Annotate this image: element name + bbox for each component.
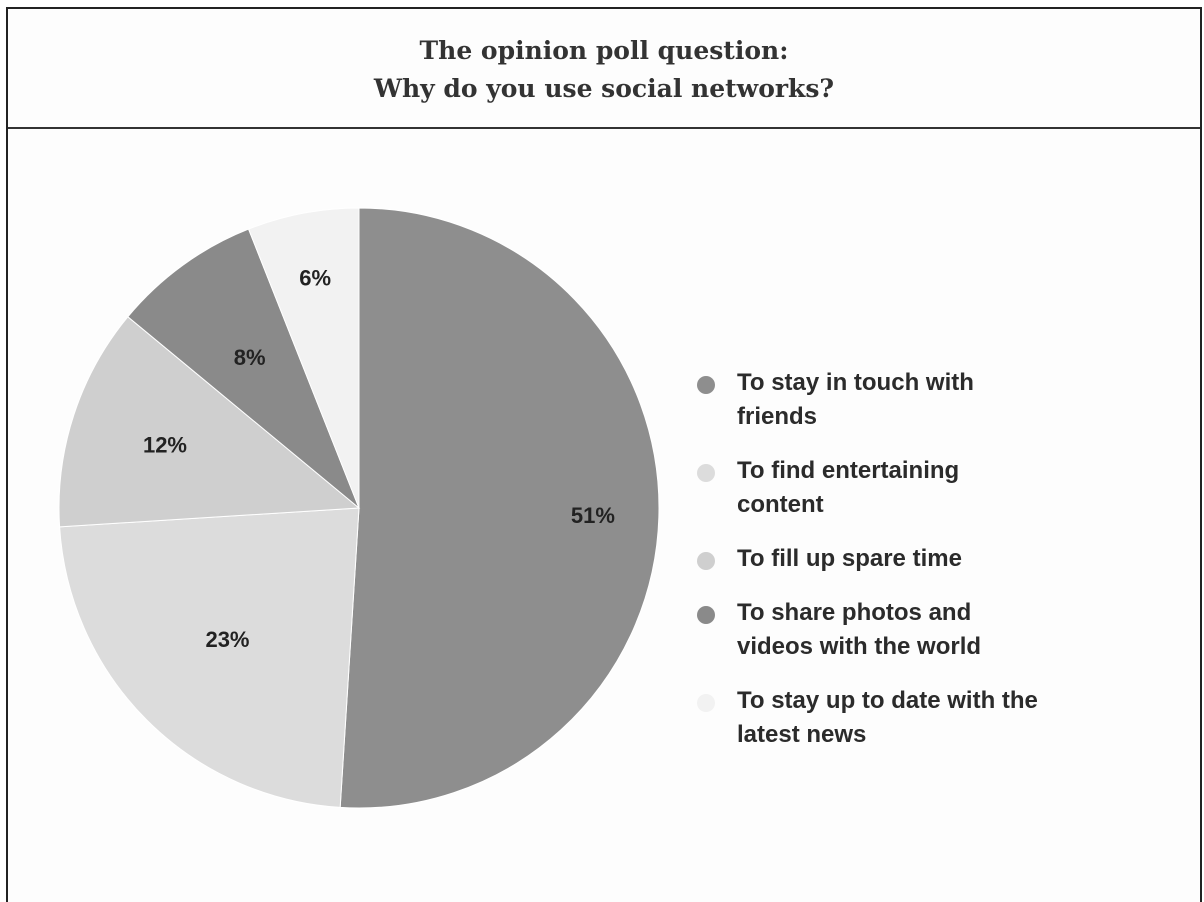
pie-slice xyxy=(127,228,360,509)
legend-item: To stay in touch with friends xyxy=(695,366,1115,434)
legend-marker-icon xyxy=(697,464,715,482)
legend-item: To fill up spare time xyxy=(695,542,1115,576)
chart-header: The opinion poll question: Why do you us… xyxy=(8,9,1200,129)
legend-label-line-1: To fill up spare time xyxy=(737,545,962,572)
legend-label-line-2: friends xyxy=(737,403,818,430)
legend-marker-icon xyxy=(697,376,715,394)
legend-item: To stay up to date with the latest news xyxy=(695,684,1115,752)
pie-slice xyxy=(339,207,660,809)
slice-data-label: 8% xyxy=(234,345,266,370)
pie-slice xyxy=(58,316,361,528)
legend-label-line-1: To stay up to date with the xyxy=(737,687,1038,714)
legend-label-line-2: videos with the world xyxy=(737,633,982,660)
legend-item: To share photos and videos with the worl… xyxy=(695,596,1115,664)
pie-slice xyxy=(247,207,360,509)
slice-data-label: 6% xyxy=(299,266,331,291)
legend-label-line-2: latest news xyxy=(737,721,867,748)
slice-data-label: 12% xyxy=(143,432,187,457)
slice-data-label: 51% xyxy=(571,503,615,528)
legend-label-line-1: To find entertaining xyxy=(737,457,960,484)
pie-slice xyxy=(59,507,360,808)
title-line-2: Why do you use social networks? xyxy=(373,74,835,103)
legend-item: To find entertaining content xyxy=(695,454,1115,522)
legend-label-line-1: To share photos and xyxy=(737,599,972,626)
legend-marker-icon xyxy=(697,606,715,624)
slice-data-label: 23% xyxy=(205,627,249,652)
legend: To stay in touch with friends To find en… xyxy=(695,366,1115,772)
legend-label-line-2: content xyxy=(737,491,824,518)
title-line-1: The opinion poll question: xyxy=(419,36,789,65)
legend-label-line-1: To stay in touch with xyxy=(737,369,974,396)
legend-marker-icon xyxy=(697,552,715,570)
legend-marker-icon xyxy=(697,694,715,712)
